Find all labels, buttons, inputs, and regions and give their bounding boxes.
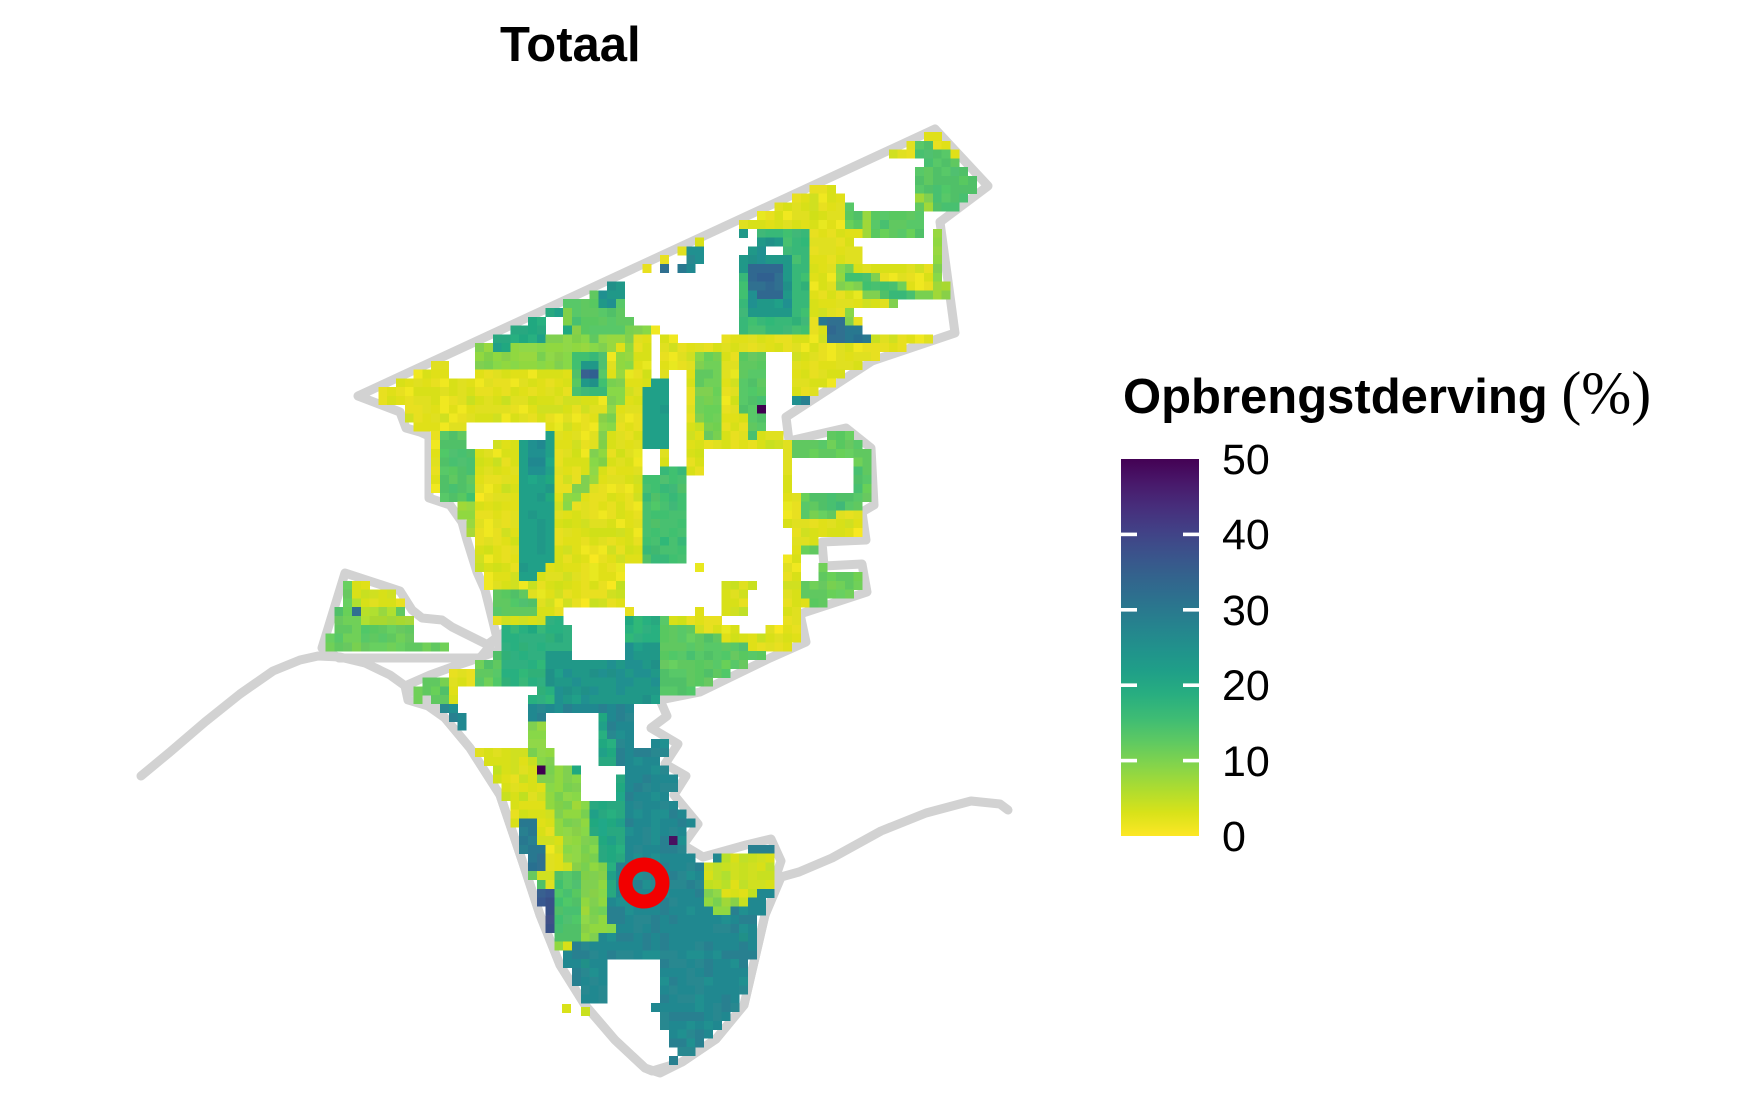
svg-text:30: 30 [1222,587,1270,635]
svg-text:50: 50 [1222,436,1270,484]
svg-text:Totaal: Totaal [500,18,641,72]
svg-text:10: 10 [1222,738,1270,786]
svg-text:20: 20 [1222,662,1270,710]
svg-text:40: 40 [1222,511,1270,559]
svg-text:0: 0 [1222,813,1246,861]
svg-text:Opbrengstderving (%): Opbrengstderving (%) [1123,360,1651,426]
